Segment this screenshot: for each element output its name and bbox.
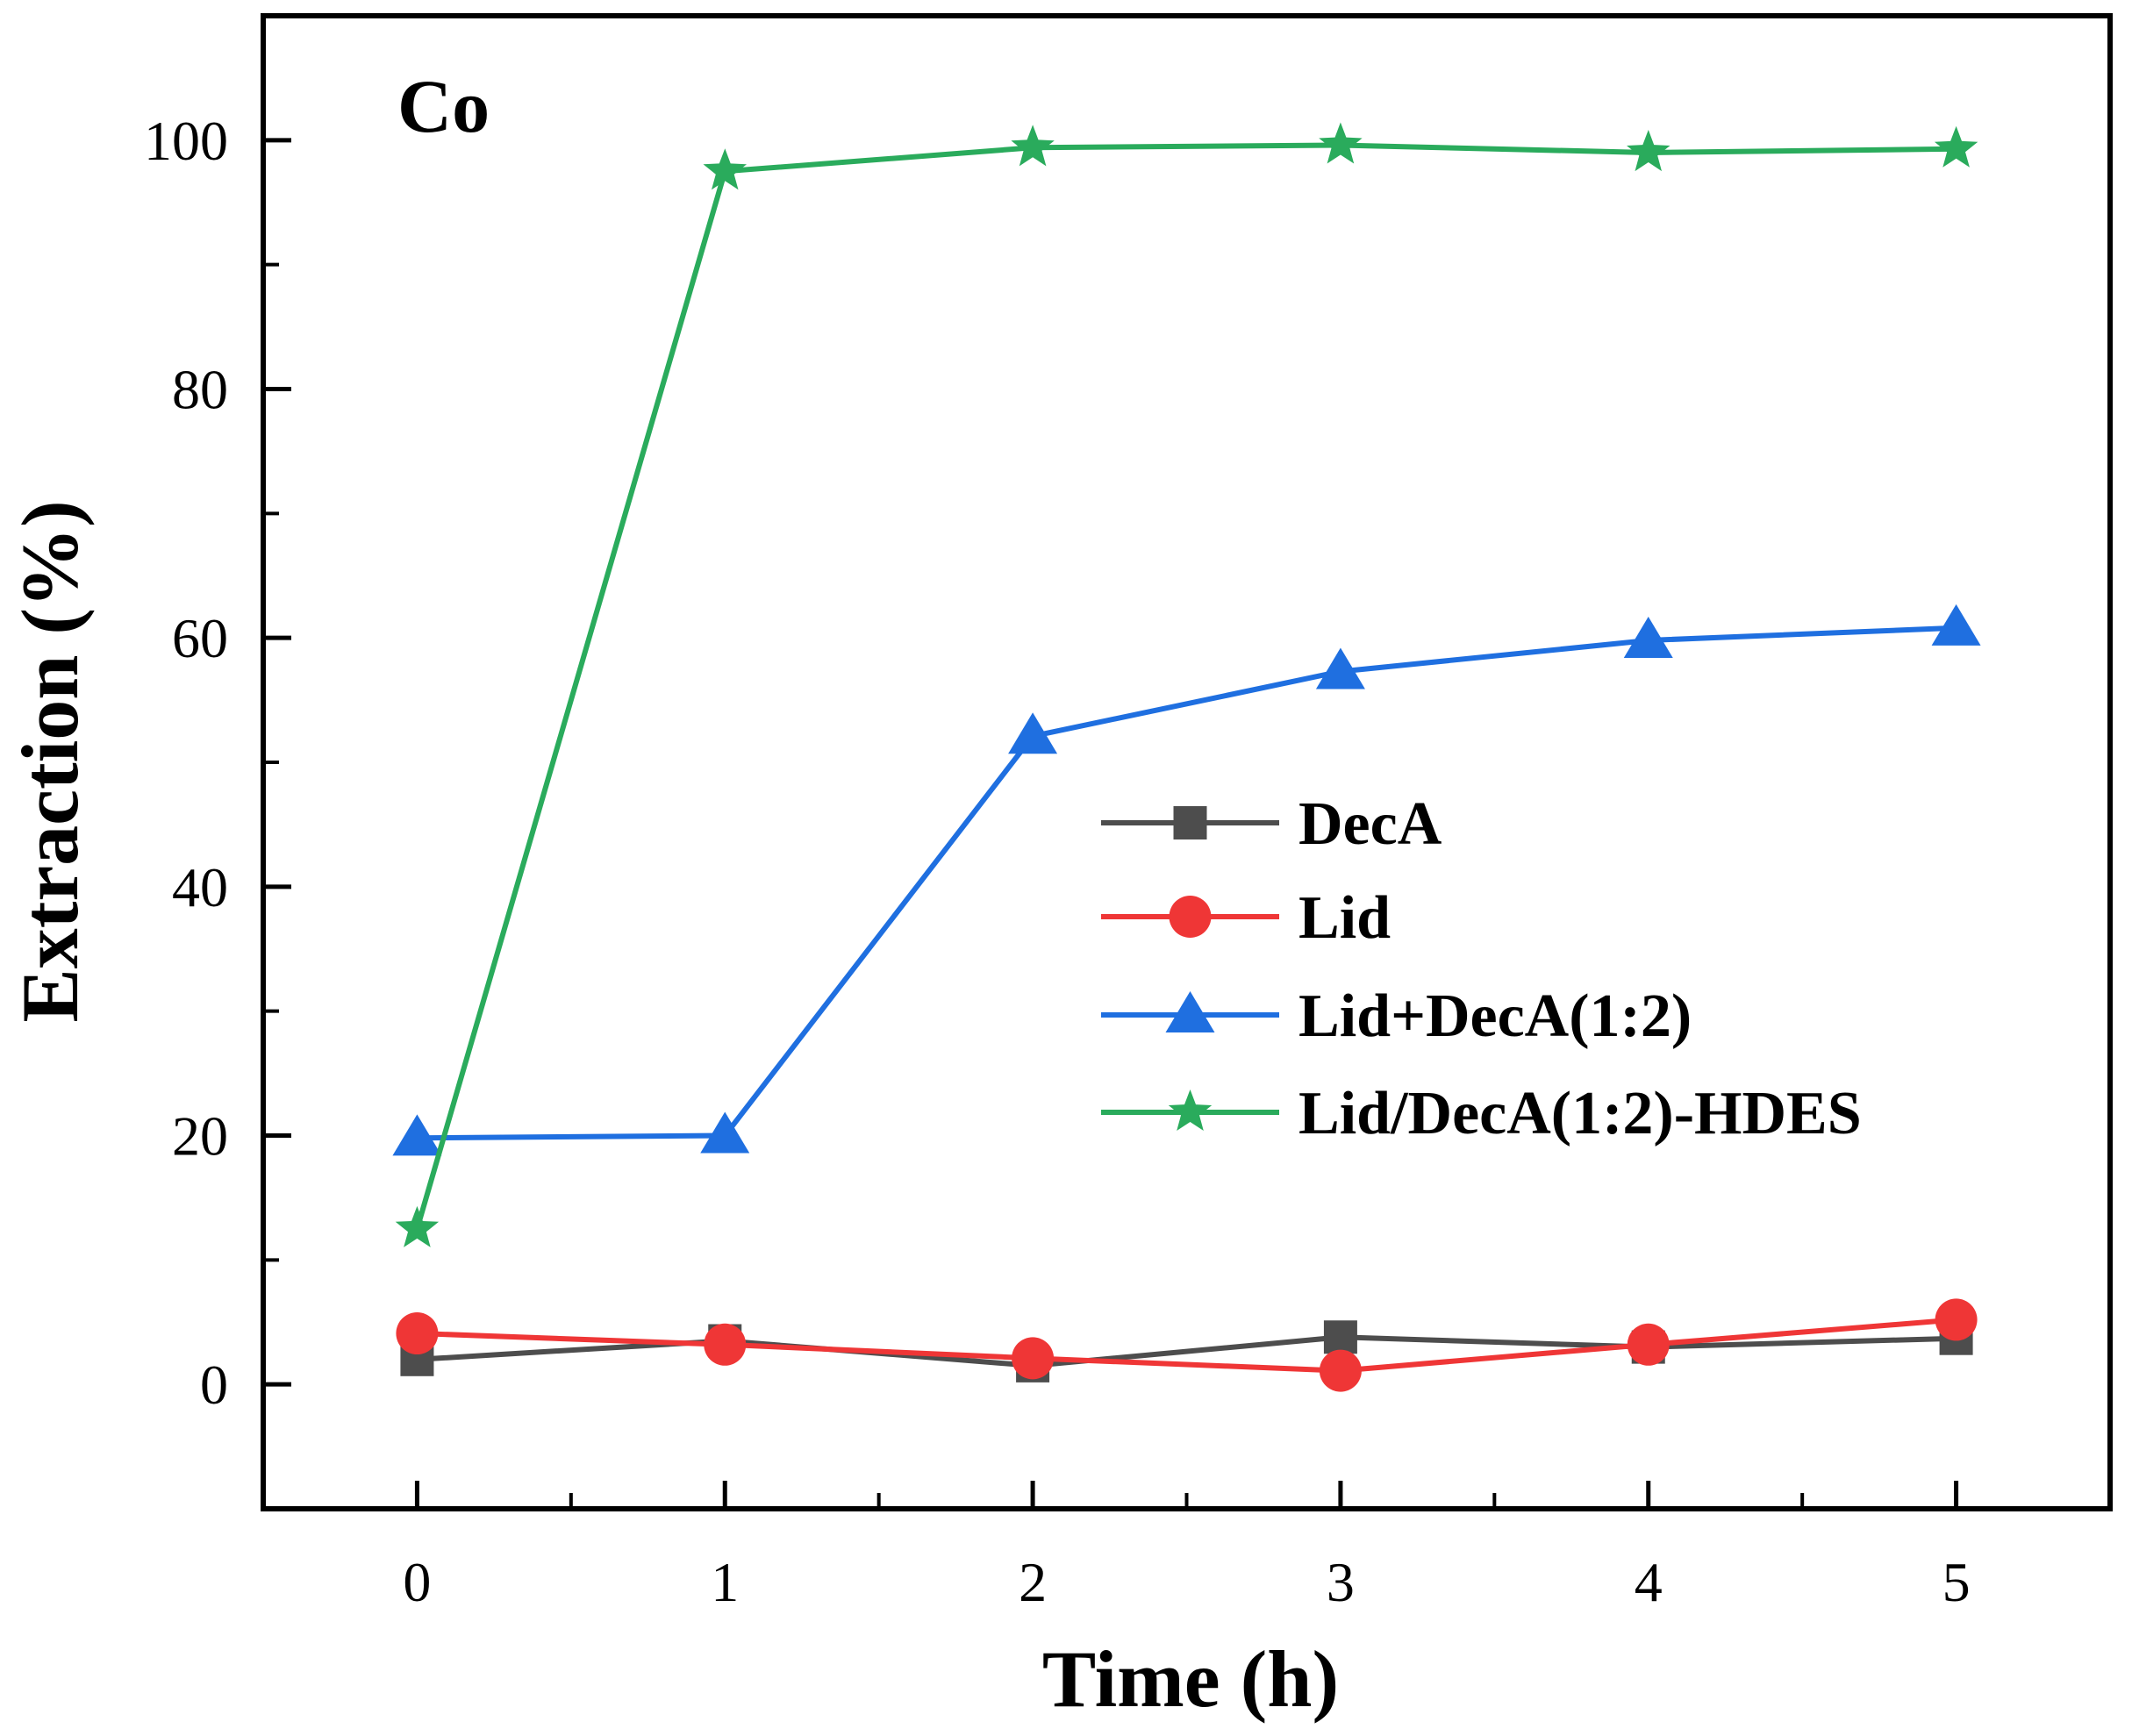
panel-label: Co: [397, 64, 490, 148]
legend-marker-shape: [1169, 896, 1212, 938]
y-tick-label: 80: [172, 359, 228, 421]
y-axis-ticks: 0 20 40 60 80 100: [144, 14, 291, 1511]
legend-label-deca: DecA: [1299, 790, 1442, 858]
legend-item-hdes: Lid/DecA(1:2)-HDES: [1101, 1080, 1862, 1147]
data-point: [1934, 125, 1978, 168]
x-tick-label: 0: [403, 1551, 431, 1613]
x-axis-ticks: 0 1 2 3 4 5: [403, 1481, 1971, 1613]
data-point: [1011, 125, 1055, 167]
legend-item-lid-deca: Lid+DecA(1:2): [1101, 982, 1692, 1050]
legend-item-deca: DecA: [1101, 790, 1442, 858]
x-tick-label: 5: [1942, 1551, 1971, 1613]
data-point: [704, 1323, 747, 1366]
x-tick-label: 2: [1019, 1551, 1047, 1613]
data-point: [396, 1312, 439, 1355]
series-lid-deca-1-2-hdes: [395, 122, 1978, 1247]
legend-marker-triangle: [1165, 991, 1215, 1032]
plot-frame: [261, 13, 2113, 1511]
series-line: [417, 1317, 1957, 1374]
y-axis-title: Extraction (%): [5, 500, 95, 1022]
data-point: [395, 1205, 440, 1247]
y-tick-label: 40: [172, 856, 228, 918]
data-point: [703, 148, 747, 190]
legend-marker-square: [1173, 806, 1207, 839]
x-tick-label: 4: [1635, 1551, 1663, 1613]
legend-marker-shape: [1173, 806, 1207, 839]
data-point: [1623, 617, 1673, 659]
legend-label-hdes: Lid/DecA(1:2)-HDES: [1299, 1080, 1862, 1147]
data-point: [1319, 1349, 1362, 1392]
series-lid: [396, 1298, 1978, 1392]
legend: DecA Lid Lid+DecA(1:2) Lid/DecA(1:2)-HDE…: [1101, 790, 1862, 1147]
legend-marker-star: [1168, 1089, 1213, 1131]
y-tick-label: 60: [172, 607, 228, 669]
data-point: [1008, 712, 1058, 754]
series-deca: [400, 1320, 1973, 1382]
y-tick-label: 20: [172, 1105, 228, 1168]
series-line: [414, 142, 1957, 1230]
x-tick-label: 1: [711, 1551, 739, 1613]
legend-item-lid: Lid: [1101, 884, 1391, 952]
series-line: [417, 625, 1957, 1141]
data-point: [1012, 1337, 1055, 1380]
data-point: [1323, 1320, 1357, 1354]
legend-label-lid: Lid: [1299, 884, 1391, 952]
data-point: [392, 1114, 442, 1156]
legend-marker-circle: [1169, 896, 1212, 938]
data-point: [1935, 1298, 1978, 1341]
data-point: [1315, 647, 1365, 689]
y-tick-label: 0: [200, 1354, 228, 1416]
legend-marker-shape: [1165, 991, 1215, 1032]
data-point: [1931, 604, 1981, 646]
data-point: [1627, 130, 1671, 172]
series-lid-deca-1-2-: [392, 604, 1981, 1156]
legend-marker-shape: [1168, 1089, 1213, 1131]
x-tick-label: 3: [1327, 1551, 1355, 1613]
y-tick-label: 100: [144, 110, 228, 172]
data-point: [700, 1111, 750, 1154]
x-axis-title: Time (h): [1042, 1634, 1339, 1724]
series-layer: [392, 122, 1981, 1392]
data-point: [1319, 122, 1363, 164]
data-point: [1627, 1323, 1670, 1366]
legend-label-lid-deca: Lid+DecA(1:2): [1299, 982, 1692, 1050]
